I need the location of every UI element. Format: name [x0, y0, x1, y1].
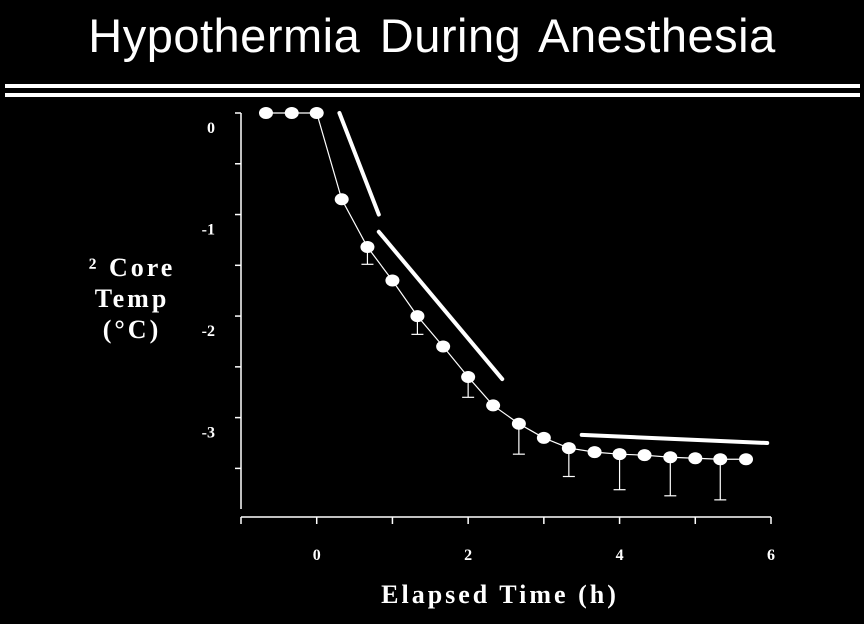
x-tick-label: 6 — [767, 547, 775, 564]
y-tick-label: -2 — [202, 323, 215, 340]
data-point — [309, 107, 324, 119]
slide-title: Hypothermia During Anesthesia — [88, 9, 776, 62]
y-axis-label-line-3: (°C) — [102, 315, 162, 344]
data-point — [739, 453, 754, 466]
trend-line — [376, 229, 505, 382]
data-point — [360, 241, 375, 254]
chart-axes: 0 -1 -2 -3 0 2 4 6 — [202, 112, 775, 564]
series-line — [265, 112, 747, 460]
y-tick-label: -1 — [202, 222, 215, 239]
data-series — [258, 107, 754, 501]
y-axis-label-line-1: ² Core — [88, 253, 176, 282]
data-point — [688, 452, 703, 465]
data-point — [587, 446, 602, 459]
data-point — [536, 431, 551, 444]
data-point — [713, 453, 728, 466]
data-point — [385, 274, 400, 287]
data-point — [486, 399, 501, 412]
data-point — [511, 417, 526, 430]
data-point — [410, 310, 425, 323]
data-point — [637, 449, 652, 462]
y-axis-label: ² Core Temp (°C) — [72, 252, 192, 345]
data-point — [461, 371, 476, 383]
trend-lines — [337, 111, 770, 445]
data-point — [284, 107, 299, 119]
data-point — [612, 448, 627, 461]
x-tick-label: 0 — [313, 547, 321, 564]
x-axis-label: Elapsed Time (h) — [381, 580, 619, 609]
x-tick-label: 2 — [464, 547, 472, 564]
data-point — [436, 340, 451, 353]
title-divider-bottom — [5, 93, 860, 97]
y-tick-label: -3 — [202, 425, 215, 442]
y-axis-label-line-2: Temp — [94, 284, 170, 313]
y-tick-label: 0 — [207, 120, 215, 137]
data-point — [258, 107, 273, 119]
data-point — [663, 451, 678, 464]
data-point — [561, 442, 576, 455]
title-divider-top — [5, 84, 860, 88]
x-tick-label: 4 — [616, 547, 624, 564]
data-point — [334, 193, 349, 206]
trend-line — [337, 111, 381, 217]
trend-line — [579, 432, 770, 445]
